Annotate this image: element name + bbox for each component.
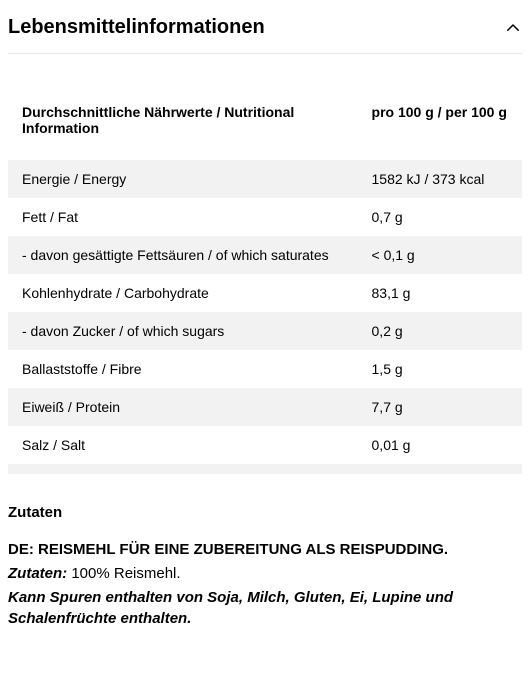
nutrient-label: Salz / Salt [8,426,358,464]
table-row: Ballaststoffe / Fibre 1,5 g [8,350,522,388]
nutrient-value: 7,7 g [358,388,522,426]
nutrient-value: 0,2 g [358,312,522,350]
table-row: Energie / Energy 1582 kJ / 373 kcal [8,160,522,198]
chevron-up-icon [504,19,522,37]
nutrient-value: 0,7 g [358,198,522,236]
ingredients-heading: Zutaten [8,504,522,521]
table-row: - davon Zucker / of which sugars 0,2 g [8,312,522,350]
table-row: Fett / Fat 0,7 g [8,198,522,236]
table-header-right: pro 100 g / per 100 g [358,94,522,160]
nutrient-value: 83,1 g [358,274,522,312]
nutrient-label: - davon gesättigte Fettsäuren / of which… [8,236,358,274]
nutrient-value: 1,5 g [358,350,522,388]
ingredients-line2-text: 100% Reismehl. [67,565,180,582]
accordion-header[interactable]: Lebensmittelinformationen [8,8,522,54]
table-row: Salz / Salt 0,01 g [8,426,522,464]
table-row: Eiweiß / Protein 7,7 g [8,388,522,426]
table-row: - davon gesättigte Fettsäuren / of which… [8,236,522,274]
ingredients-line2: Zutaten: 100% Reismehl. [8,563,522,585]
table-row: Kohlenhydrate / Carbohydrate 83,1 g [8,274,522,312]
table-header-row: Durchschnittliche Nährwerte / Nutritiona… [8,94,522,160]
nutrient-value: < 0,1 g [358,236,522,274]
nutrient-label: Eiweiß / Protein [8,388,358,426]
nutrient-value: 1582 kJ / 373 kcal [358,160,522,198]
ingredients-line2-label: Zutaten: [8,565,67,582]
nutrition-table: Durchschnittliche Nährwerte / Nutritiona… [8,94,522,474]
table-spacer-row [8,464,522,474]
ingredients-line1: DE: REISMEHL FÜR EINE ZUBEREITUNG ALS RE… [8,539,522,561]
nutrient-label: Ballaststoffe / Fibre [8,350,358,388]
nutrient-label: Kohlenhydrate / Carbohydrate [8,274,358,312]
nutrient-label: Energie / Energy [8,160,358,198]
ingredients-section: Zutaten DE: REISMEHL FÜR EINE ZUBEREITUN… [8,504,522,630]
nutrient-value: 0,01 g [358,426,522,464]
nutrient-label: - davon Zucker / of which sugars [8,312,358,350]
nutrient-label: Fett / Fat [8,198,358,236]
accordion-title: Lebensmittelinformationen [8,16,265,39]
ingredients-line3: Kann Spuren enthalten von Soja, Milch, G… [8,587,522,631]
table-header-left: Durchschnittliche Nährwerte / Nutritiona… [8,94,358,160]
